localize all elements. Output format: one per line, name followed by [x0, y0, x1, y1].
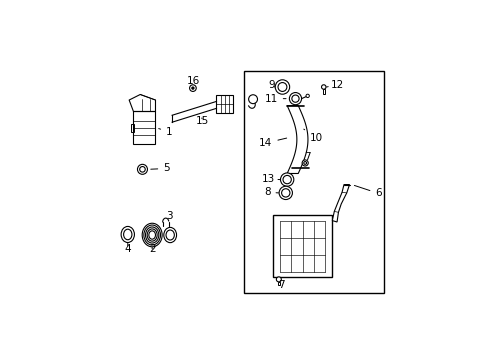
Bar: [133, 111, 155, 144]
Text: 6: 6: [354, 185, 382, 198]
Text: 2: 2: [149, 244, 155, 254]
Bar: [130, 123, 134, 132]
Circle shape: [276, 277, 281, 282]
Circle shape: [275, 80, 290, 94]
Circle shape: [302, 160, 308, 166]
Text: 1: 1: [159, 127, 172, 137]
Text: 4: 4: [124, 243, 131, 254]
Circle shape: [248, 95, 258, 104]
Ellipse shape: [123, 229, 132, 240]
Circle shape: [280, 173, 294, 186]
Ellipse shape: [166, 230, 174, 240]
Text: 7: 7: [278, 280, 284, 290]
Ellipse shape: [144, 225, 161, 245]
Text: 15: 15: [196, 116, 209, 126]
Circle shape: [192, 87, 194, 89]
Circle shape: [304, 162, 307, 164]
Circle shape: [279, 186, 293, 199]
Bar: [322, 89, 325, 94]
Text: 3: 3: [166, 211, 172, 221]
Circle shape: [306, 94, 309, 98]
Text: 8: 8: [264, 187, 279, 197]
Bar: [217, 95, 233, 113]
Text: 10: 10: [304, 129, 323, 143]
Circle shape: [190, 85, 196, 91]
Ellipse shape: [121, 226, 134, 243]
Text: 12: 12: [326, 80, 344, 90]
Circle shape: [138, 164, 147, 174]
Text: 9: 9: [269, 80, 275, 90]
Circle shape: [290, 93, 301, 105]
Polygon shape: [287, 105, 308, 174]
Bar: [273, 215, 332, 278]
Ellipse shape: [146, 227, 159, 243]
Text: 16: 16: [187, 76, 200, 86]
Bar: [278, 282, 280, 285]
Ellipse shape: [142, 223, 162, 247]
Text: 14: 14: [259, 138, 287, 148]
Text: 7: 7: [304, 152, 311, 162]
Circle shape: [321, 85, 326, 89]
Text: 5: 5: [151, 163, 170, 174]
Bar: [244, 71, 384, 293]
Ellipse shape: [164, 228, 176, 243]
Ellipse shape: [149, 231, 155, 239]
Ellipse shape: [147, 229, 157, 241]
Text: 11: 11: [265, 94, 286, 104]
Text: 13: 13: [262, 174, 280, 184]
Polygon shape: [332, 185, 349, 222]
